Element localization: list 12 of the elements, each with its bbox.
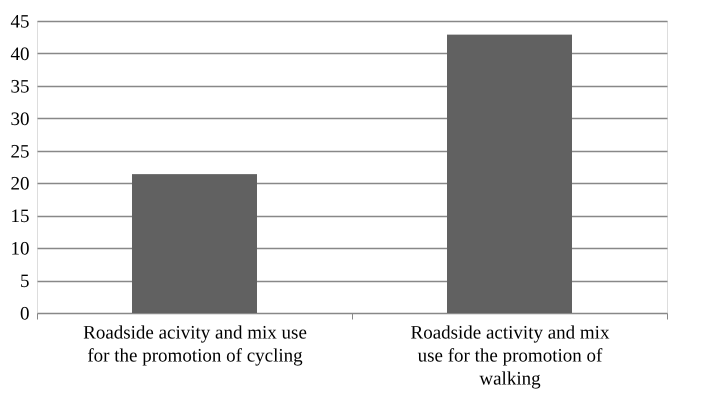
y-tick-label: 25 [10,141,30,162]
y-tick-label: 30 [10,108,30,130]
y-tick-label: 5 [20,271,30,292]
y-tick-label: 20 [10,174,30,195]
x-tick-label: Roadside acivity and mix use for the promotion of cycling [83,322,307,366]
y-tick-label: 15 [10,206,30,228]
y-tick-label: 40 [10,44,30,65]
y-tick-label: 45 [10,12,30,32]
y-tick-label: 35 [10,76,30,98]
y-tick-label: 0 [20,304,30,324]
x-tick-label: Roadside activity and mix use for the promotion of walking [410,322,610,390]
y-tick-label: 10 [10,238,30,260]
